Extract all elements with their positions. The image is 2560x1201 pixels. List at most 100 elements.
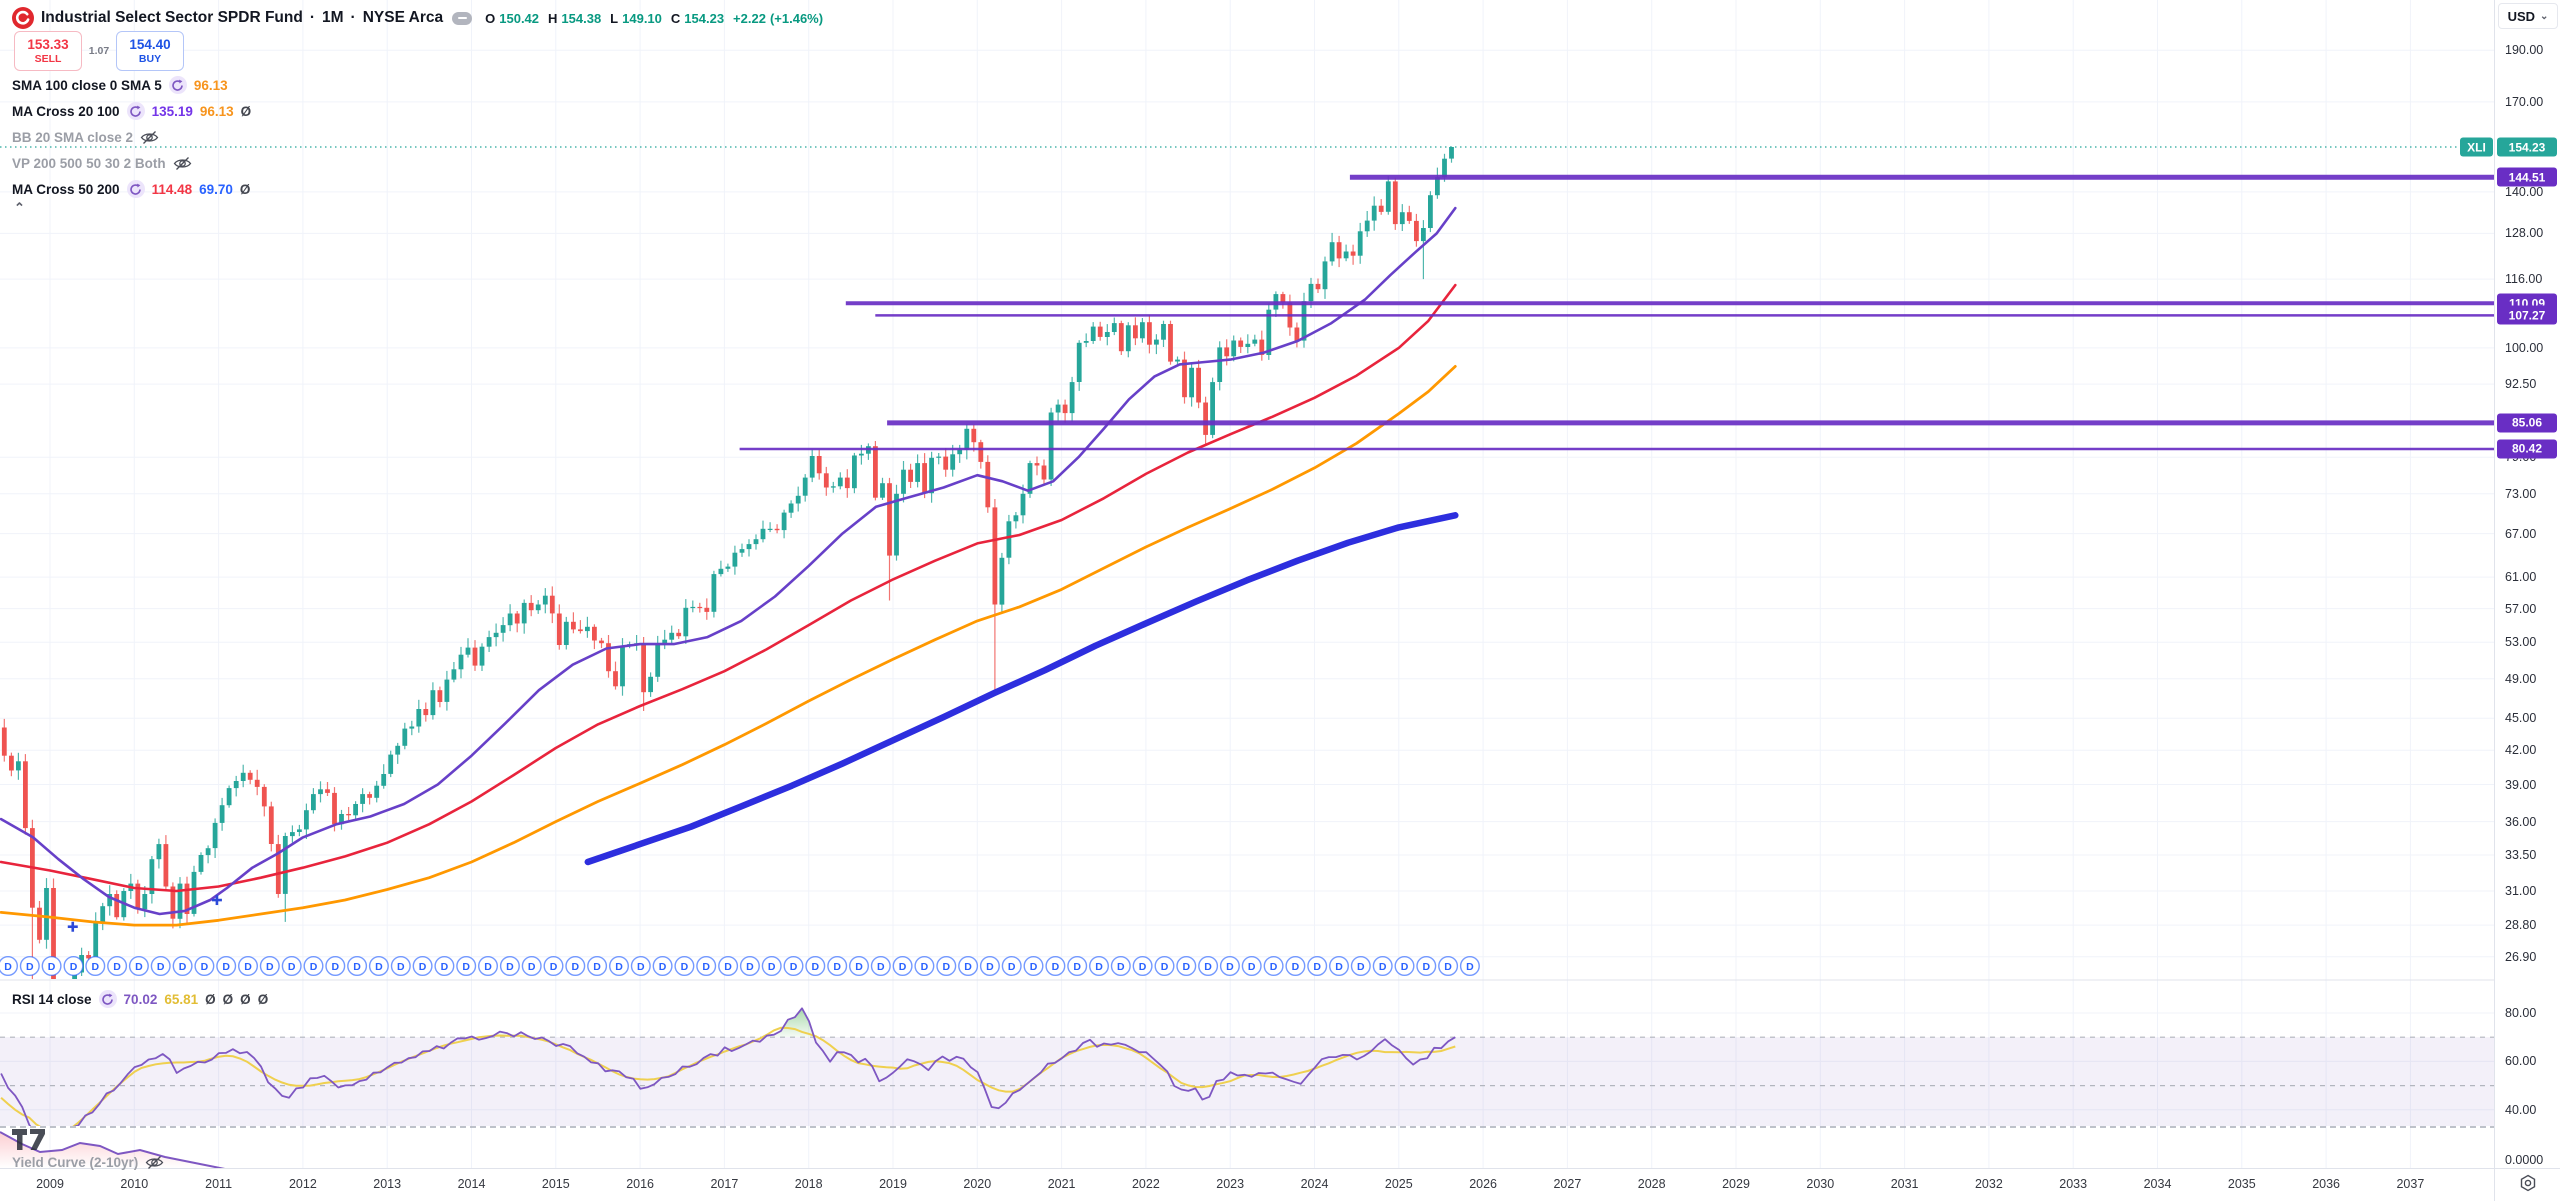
ma-line-sma100[interactable] (0, 364, 1457, 927)
dividend-marker[interactable]: D (630, 956, 651, 977)
dividend-marker[interactable]: D (1001, 956, 1022, 977)
dividend-marker[interactable]: D (521, 956, 542, 977)
time-tick-label[interactable]: 2032 (1974, 1177, 2003, 1191)
ma-line-sma50[interactable] (0, 283, 1457, 893)
dividend-marker[interactable]: D (347, 956, 368, 977)
dividend-marker[interactable]: D (1438, 956, 1459, 977)
price-level-badge[interactable]: 80.42 (2497, 439, 2557, 459)
dividend-marker[interactable]: D (1307, 956, 1328, 977)
rsi-line[interactable] (0, 1007, 1456, 1147)
indicator-title[interactable]: SMA 100 close 0 SMA 5 (12, 77, 162, 93)
interval-label[interactable]: 1M (322, 9, 344, 26)
time-tick-label[interactable]: 2034 (2143, 1177, 2172, 1191)
dividend-marker[interactable]: D (499, 956, 520, 977)
time-tick-label[interactable]: 2030 (1806, 1177, 1835, 1191)
currency-selector[interactable]: USD ⌄ (2498, 3, 2558, 29)
yield-curve-line[interactable] (0, 1131, 270, 1168)
indicator-title[interactable]: VP 200 500 50 30 2 Both (12, 155, 166, 171)
dividend-marker[interactable]: D (1088, 956, 1109, 977)
dividend-marker[interactable]: D (1176, 956, 1197, 977)
price-level-badge[interactable]: 144.51 (2497, 167, 2557, 187)
dividend-marker[interactable]: D (478, 956, 499, 977)
dividend-marker[interactable]: D (412, 956, 433, 977)
dividend-marker[interactable]: D (41, 956, 62, 977)
dividend-marker[interactable]: D (1067, 956, 1088, 977)
time-tick-label[interactable]: 2021 (1047, 1177, 1076, 1191)
dividend-marker[interactable]: D (1416, 956, 1437, 977)
time-tick-label[interactable]: 2035 (2227, 1177, 2256, 1191)
axis-settings-corner[interactable] (2494, 1168, 2560, 1201)
dividend-marker[interactable]: D (565, 956, 586, 977)
rsi-ma-line[interactable] (0, 1026, 1456, 1133)
dividend-marker[interactable]: D (761, 956, 782, 977)
time-tick-label[interactable]: 2017 (710, 1177, 739, 1191)
dividend-marker[interactable]: D (172, 956, 193, 977)
dividend-marker[interactable]: D (368, 956, 389, 977)
dividend-marker[interactable]: D (783, 956, 804, 977)
dividend-marker[interactable]: D (1198, 956, 1219, 977)
dividend-marker[interactable]: D (958, 956, 979, 977)
time-tick-label[interactable]: 2029 (1722, 1177, 1750, 1191)
dividend-marker[interactable]: D (1023, 956, 1044, 977)
time-tick-label[interactable]: 2009 (36, 1177, 64, 1191)
indicator-title[interactable]: MA Cross 20 100 (12, 103, 120, 119)
symbol-title[interactable]: Industrial Select Sector SPDR Fund (41, 9, 303, 26)
time-tick-label[interactable]: 2022 (1131, 1177, 1160, 1191)
dividend-marker[interactable]: D (107, 956, 128, 977)
indicator-title[interactable]: BB 20 SMA close 2 (12, 129, 134, 145)
time-tick-label[interactable]: 2026 (1469, 1177, 1497, 1191)
dividend-marker[interactable]: D (609, 956, 630, 977)
dividend-marker[interactable]: D (1459, 956, 1480, 977)
price-level-badge[interactable]: 107.27 (2497, 305, 2557, 325)
dividend-marker[interactable]: D (674, 956, 695, 977)
dividend-marker[interactable]: D (587, 956, 608, 977)
time-tick-label[interactable]: 2010 (120, 1177, 149, 1191)
dividend-marker[interactable]: D (652, 956, 673, 977)
dividend-marker[interactable]: D (936, 956, 957, 977)
time-tick-label[interactable]: 2020 (963, 1177, 992, 1191)
sell-button[interactable]: 153.33 SELL (14, 31, 82, 71)
dividend-marker[interactable]: D (19, 956, 40, 977)
dividend-marker[interactable]: D (216, 956, 237, 977)
time-tick-label[interactable]: 2023 (1216, 1177, 1245, 1191)
dividend-marker[interactable]: D (1372, 956, 1393, 977)
time-tick-label[interactable]: 2013 (373, 1177, 402, 1191)
legend-collapse-button[interactable]: ⌃ (14, 200, 25, 215)
dividend-marker[interactable]: D (1219, 956, 1240, 977)
time-tick-label[interactable]: 2036 (2312, 1177, 2340, 1191)
dividend-marker[interactable]: D (150, 956, 171, 977)
dividend-marker[interactable]: D (696, 956, 717, 977)
symbol-logo-icon[interactable] (12, 7, 34, 29)
dividend-marker[interactable]: D (237, 956, 258, 977)
time-tick-label[interactable]: 2011 (205, 1177, 233, 1191)
dividend-marker[interactable]: D (0, 956, 18, 976)
dividend-marker[interactable]: D (870, 956, 891, 977)
dividend-marker[interactable]: D (281, 956, 302, 977)
ma-line-sma20[interactable] (0, 206, 1457, 916)
eye-off-icon[interactable] (173, 156, 192, 171)
time-tick-label[interactable]: 2024 (1300, 1177, 1329, 1191)
price-level-badge[interactable]: 85.06 (2497, 413, 2557, 433)
time-axis[interactable]: 2009 2010 2011 2012 2013 2014 2015 2016 2017 2018… (0, 1168, 2494, 1201)
market-status-icon[interactable] (452, 11, 473, 25)
dividend-marker[interactable]: D (63, 956, 84, 977)
time-tick-label[interactable]: 2018 (794, 1177, 823, 1191)
dividend-marker[interactable]: D (1350, 956, 1371, 977)
time-tick-label[interactable]: 2019 (879, 1177, 907, 1191)
dividend-marker[interactable]: D (1045, 956, 1066, 977)
dividend-marker[interactable]: D (456, 956, 477, 977)
tradingview-watermark-logo[interactable] (12, 1129, 50, 1155)
dividend-marker[interactable]: D (1394, 956, 1415, 977)
price-scale[interactable]: USD ⌄ 190.00 170.00 140.00 128.00 116.00 100.… (2494, 0, 2560, 1201)
dividend-marker[interactable]: D (434, 956, 455, 977)
time-tick-label[interactable]: 2012 (288, 1177, 317, 1191)
current-price-badge[interactable]: 154.23 (2497, 137, 2557, 157)
dividend-marker[interactable]: D (325, 956, 346, 977)
indicator-title[interactable]: MA Cross 50 200 (12, 181, 120, 197)
dividend-marker[interactable]: D (914, 956, 935, 977)
time-tick-label[interactable]: 2031 (1890, 1177, 1919, 1191)
time-tick-label[interactable]: 2025 (1384, 1177, 1413, 1191)
dividend-marker[interactable]: D (303, 956, 324, 977)
buy-button[interactable]: 154.40 BUY (116, 31, 184, 71)
